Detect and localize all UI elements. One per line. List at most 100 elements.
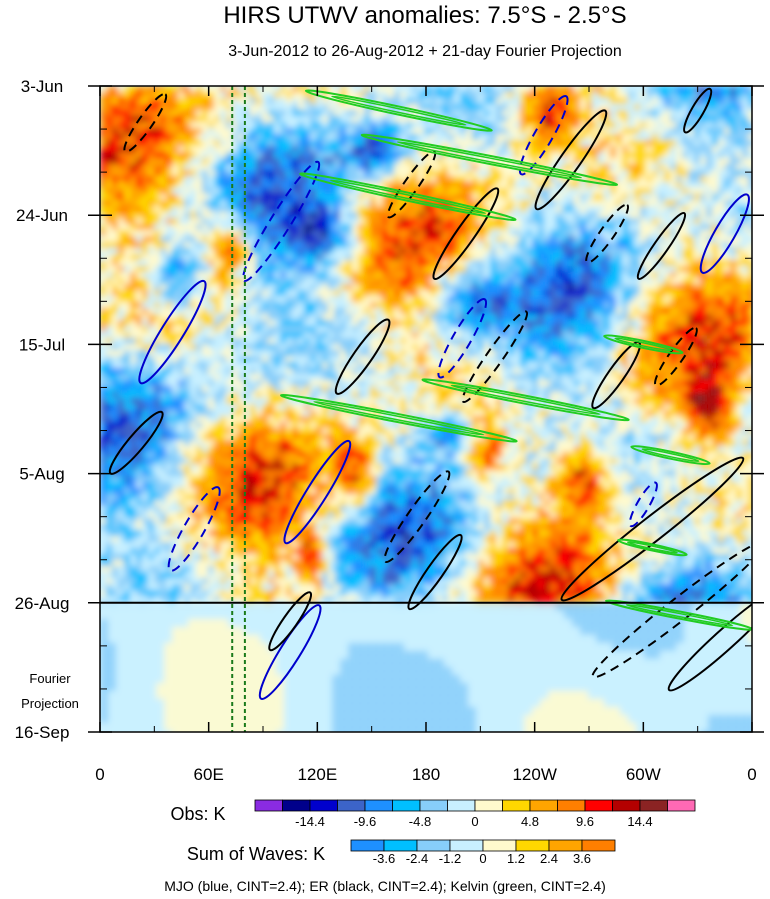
wave-contour-er — [636, 211, 687, 280]
wave-contour-er — [585, 203, 629, 264]
obs-anomaly-field — [100, 86, 752, 609]
colorbar-swatch — [337, 799, 366, 812]
wave-contour-kelvin-inner — [331, 95, 467, 126]
wave-contour-er — [123, 92, 168, 153]
colorbar-tick-label: 14.4 — [627, 814, 652, 829]
wave-contour-mjo — [167, 486, 221, 572]
today-lines — [231, 86, 246, 732]
wave-contour-kelvin-inner — [313, 400, 485, 436]
wave-contour-mjo — [258, 604, 322, 700]
colorbar-tick-label: -14.4 — [295, 814, 325, 829]
colorbar-swatch — [416, 839, 451, 852]
y-tick-label: 5-Aug — [19, 465, 64, 484]
wave-contour-kelvin-inner — [625, 603, 734, 627]
wave-contour-kelvin-inner — [396, 141, 583, 179]
wave-contour-kelvin-inner — [641, 448, 700, 463]
colorbar-swatch — [350, 839, 385, 852]
wave-contour-mjo — [437, 298, 488, 379]
wave-contours — [108, 87, 752, 700]
wave-contour-er — [667, 587, 752, 692]
wave-contour-kelvin — [304, 89, 493, 132]
colorbar-swatch — [282, 799, 311, 812]
colorbar-swatch — [419, 799, 448, 812]
colorbar-swatch — [309, 799, 338, 812]
colorbar-swatch — [392, 799, 421, 812]
wave-contour-kelvin — [421, 378, 630, 422]
footnote: MJO (blue, CINT=2.4); ER (black, CINT=2.… — [164, 878, 606, 894]
x-tick-label: 60E — [194, 765, 224, 784]
wave-contour-mjo — [242, 160, 321, 282]
wave-contour-er — [268, 591, 313, 652]
colorbar-swatch — [447, 799, 476, 812]
wave-contour-kelvin-inner — [450, 384, 601, 416]
colorbar-tick-label: -2.4 — [406, 851, 428, 866]
chart-subtitle: 3-Jun-2012 to 26-Aug-2012 + 21-day Fouri… — [228, 43, 622, 60]
wave-contour-kelvin-inner — [626, 541, 678, 554]
y-tick-label: 16-Sep — [15, 723, 70, 742]
x-axis: 0 60E 120E 180 120W 60W 0 — [95, 86, 757, 784]
wave-contour-er — [560, 456, 745, 602]
x-tick-label: 0 — [95, 765, 104, 784]
wave-contour-er — [383, 470, 451, 564]
x-tick-label: 120E — [297, 765, 337, 784]
x-tick-label: 180 — [412, 765, 440, 784]
y-tick-label: 3-Jun — [21, 77, 64, 96]
wave-contour-mjo — [699, 193, 750, 274]
wave-contour-mjo — [138, 279, 207, 385]
x-tick-label: 120W — [512, 765, 556, 784]
wave-contour-er — [334, 318, 391, 395]
chart-title: HIRS UTWV anomalies: 7.5°S - 2.5°S — [223, 2, 626, 29]
colorbar-swatch — [667, 799, 696, 812]
projection-label-line1: Fourier — [29, 671, 71, 686]
projection-field — [100, 602, 752, 732]
x-tick-label: 60W — [626, 765, 661, 784]
wave-contour-kelvin-inner — [614, 337, 673, 352]
y-tick-label: 15-Jul — [19, 335, 65, 354]
colorbar-swatch — [557, 799, 586, 812]
colorbar-swatch — [639, 799, 668, 812]
colorbar-swatch — [548, 839, 583, 852]
wave-contour-er — [534, 109, 608, 211]
colorbar-swatch — [529, 799, 558, 812]
y-tick-label: 24-Jun — [16, 206, 68, 225]
colorbar-swatch — [482, 839, 517, 852]
projection-label-line2: Projection — [21, 696, 79, 711]
colorbar-tick-label: 9.6 — [576, 814, 594, 829]
colorbar-tick-label: 0 — [471, 814, 478, 829]
wave-contour-kelvin — [617, 538, 688, 557]
waves-colorbar: -3.6 -2.4 -1.2 0 1.2 2.4 3.6 — [350, 839, 616, 866]
wave-contour-kelvin — [280, 393, 518, 443]
colorbar-tick-label: -1.2 — [439, 851, 461, 866]
waves-colorbar-label: Sum of Waves: K — [187, 844, 325, 864]
y-axis: 3-Jun 24-Jun 15-Jul 5-Aug 26-Aug 16-Sep — [15, 77, 764, 742]
colorbar-swatch — [581, 839, 616, 852]
wave-contour-er — [461, 310, 529, 403]
colorbar-tick-label: 0 — [479, 851, 486, 866]
colorbar-swatch — [502, 799, 531, 812]
colorbar-tick-label: -9.6 — [354, 814, 376, 829]
wave-contour-mjo — [518, 94, 569, 176]
obs-colorbar: -14.4 -9.6 -4.8 0 4.8 9.6 14.4 — [254, 799, 696, 829]
colorbar-tick-label: 2.4 — [540, 851, 558, 866]
wave-contour-kelvin-inner — [329, 179, 487, 215]
wave-contour-er — [683, 87, 713, 134]
colorbar-tick-label: -3.6 — [373, 851, 395, 866]
colorbar-swatch — [383, 839, 418, 852]
wave-contour-er — [432, 187, 500, 281]
colorbar-tick-label: 1.2 — [507, 851, 525, 866]
colorbar-tick-label: 4.8 — [521, 814, 539, 829]
x-tick-label: 0 — [747, 765, 756, 784]
colorbar-tick-label: -4.8 — [409, 814, 431, 829]
plot-area — [100, 86, 752, 732]
wave-contour-kelvin — [603, 334, 684, 355]
colorbar-swatch — [254, 799, 283, 812]
colorbar-swatch — [449, 839, 484, 852]
wave-contour-kelvin — [299, 172, 517, 221]
obs-colorbar-label: Obs: K — [170, 804, 225, 824]
wave-contour-er — [386, 150, 437, 219]
wave-contour-mjo — [628, 481, 658, 528]
wave-contour-kelvin — [630, 445, 711, 466]
wave-contour-mjo — [283, 439, 352, 545]
colorbar-tick-label: 3.6 — [573, 851, 591, 866]
colorbar-swatch — [515, 839, 550, 852]
